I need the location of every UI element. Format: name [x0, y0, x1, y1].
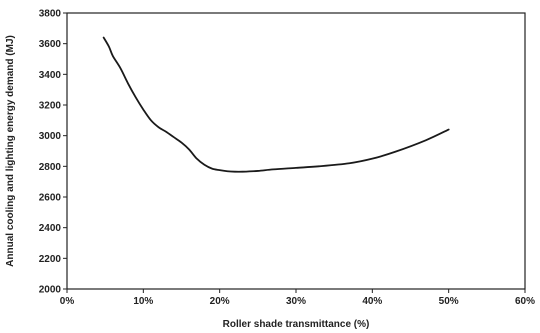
y-tick-label: 3200 [39, 101, 62, 112]
x-tick-label: 60% [515, 296, 535, 307]
x-tick-label: 40% [362, 296, 382, 307]
y-tick-label: 2200 [39, 254, 62, 265]
y-tick-label: 3600 [39, 39, 62, 50]
x-tick-label: 30% [286, 296, 306, 307]
x-tick-label: 10% [133, 296, 153, 307]
y-tick-label: 3400 [39, 70, 62, 81]
x-tick-label: 50% [439, 296, 459, 307]
y-tick-label: 2000 [39, 285, 62, 296]
energy-demand-line [102, 36, 450, 173]
y-axis-title: Annual cooling and lighting energy deman… [5, 35, 16, 267]
y-tick-label: 2400 [39, 223, 62, 234]
plot-area-frame [66, 12, 526, 290]
y-tick-label: 2600 [39, 193, 62, 204]
x-tick-label: 20% [210, 296, 230, 307]
axis-ticks [63, 12, 526, 293]
x-tick-label: 0% [60, 296, 75, 307]
axis-tick-labels: 0% 10% 20% 30% 40% 50% 60% 2000 2200 2400 2600 2800… [39, 9, 535, 308]
y-tick-label: 3000 [39, 131, 62, 142]
y-tick-label: 2800 [39, 162, 62, 173]
x-axis-title: Roller shade transmittance (%) [223, 319, 370, 330]
y-tick-label: 3800 [39, 9, 62, 20]
